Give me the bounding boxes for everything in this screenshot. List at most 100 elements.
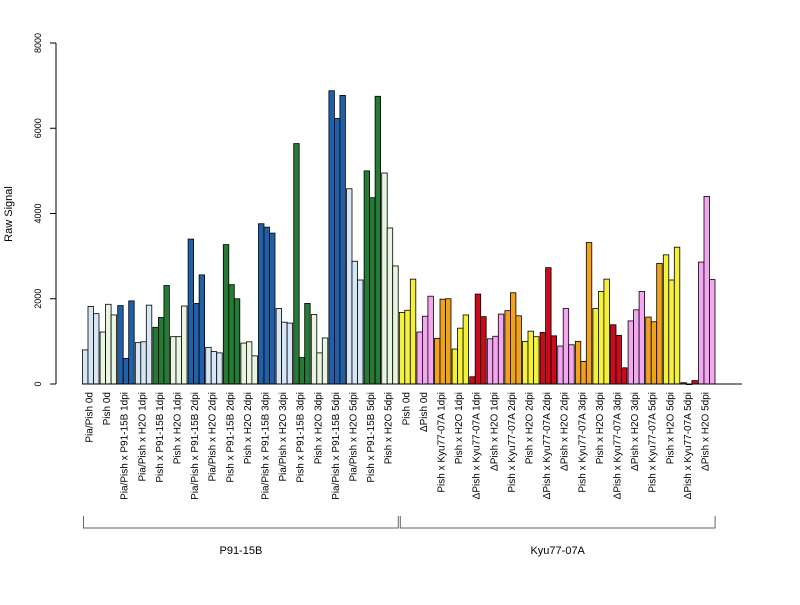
- bar: [99, 331, 106, 385]
- x-tick-label: ΔPish x H2O 2dpi: [560, 392, 571, 471]
- x-tick-label: ΔPish x H2O 3dpi: [630, 392, 641, 471]
- bar: [87, 306, 94, 385]
- section-label: P91-15B: [219, 545, 262, 557]
- bar: [445, 298, 452, 385]
- bar: [339, 95, 346, 385]
- bar: [621, 367, 628, 385]
- bar: [82, 349, 89, 385]
- bar: [603, 278, 610, 385]
- x-tick-label: ΔPish x Kyu77-07A 3dpi: [613, 392, 624, 499]
- bar: [134, 342, 142, 385]
- bar: [357, 279, 364, 385]
- x-tick-label: Pish x H2O 2dpi: [243, 392, 254, 464]
- bar: [656, 262, 663, 385]
- bar: [316, 352, 323, 385]
- x-tick-label: Pish x Kyu77-07A 5dpi: [648, 392, 659, 493]
- bar: [298, 357, 306, 385]
- x-tick-label: Pish x P91-15B 2dpi: [225, 392, 236, 483]
- bar: [281, 321, 288, 385]
- x-tick-label: ΔPish x Kyu77-07A 2dpi: [542, 392, 553, 499]
- x-tick-label: Pia/Pish x P91-15B 1dpi: [120, 392, 131, 500]
- x-tick-label: ΔPish 0d: [419, 392, 430, 432]
- x-tick-label: Pia/Pish x H2O 2dpi: [208, 392, 219, 482]
- bar: [363, 170, 371, 385]
- bar: [122, 358, 130, 385]
- bar: [175, 336, 182, 385]
- bar: [421, 315, 429, 385]
- bar: [574, 340, 582, 385]
- x-tick-label: Pish x H2O 1dpi: [173, 392, 184, 464]
- bar: [170, 336, 177, 385]
- bar: [691, 380, 698, 385]
- bar: [504, 310, 511, 385]
- bar: [152, 326, 159, 385]
- bar: [381, 172, 388, 385]
- section-bracket: [83, 516, 399, 529]
- bar: [369, 197, 376, 385]
- bar: [557, 345, 564, 385]
- bar: [550, 335, 557, 385]
- x-tick-label: Pish x H2O 3dpi: [313, 392, 324, 464]
- bar: [434, 337, 441, 385]
- bar: [457, 327, 464, 385]
- bar: [451, 348, 459, 385]
- bar: [321, 337, 329, 385]
- bar: [140, 341, 147, 385]
- bar: [145, 304, 153, 385]
- bar: [269, 232, 276, 385]
- bar: [216, 352, 223, 385]
- bar: [427, 295, 434, 385]
- bar: [374, 95, 382, 385]
- bar: [633, 309, 640, 385]
- x-tick-label: Pia/Pish x P91-15B 5dpi: [331, 392, 342, 500]
- x-tick-label: Pish x H2O 2dpi: [525, 392, 536, 464]
- x-tick-label: Pia/Pish x P91-15B 3dpi: [261, 392, 272, 500]
- x-tick-label: Pish x H2O 5dpi: [665, 392, 676, 464]
- section-label: Kyu77-07A: [530, 545, 585, 557]
- bar: [275, 308, 283, 385]
- bar: [522, 340, 529, 385]
- bar: [193, 303, 200, 385]
- section-brackets: P91-15B Kyu77-07A: [83, 516, 716, 557]
- bar: [328, 90, 335, 385]
- bar: [539, 332, 546, 385]
- bar: [222, 244, 230, 385]
- bar: [198, 274, 206, 385]
- x-tick-label: Pish x P91-15B 5dpi: [366, 392, 377, 483]
- x-tick-label: Pish x Kyu77-07A 2dpi: [507, 392, 518, 493]
- bar: [240, 342, 247, 385]
- bar: [128, 300, 135, 385]
- bar: [258, 223, 265, 385]
- x-tick-label: Pish 0d: [401, 392, 412, 425]
- bar: [497, 313, 505, 385]
- x-tick-label: Pish x H2O 1dpi: [454, 392, 465, 464]
- bar: [351, 260, 358, 385]
- x-tick-label: Pish x H2O 5dpi: [384, 392, 395, 464]
- bar: [392, 265, 399, 385]
- bar: [304, 303, 311, 385]
- bar: [310, 314, 318, 385]
- bar: [527, 330, 534, 385]
- bar: [698, 261, 705, 385]
- bar: [205, 346, 212, 385]
- bar: [228, 284, 235, 385]
- bar: [187, 238, 195, 385]
- bar: [404, 309, 411, 385]
- bar: [480, 316, 487, 385]
- y-axis-label: Raw Signal: [3, 186, 15, 242]
- bar: [474, 293, 482, 385]
- bar: [486, 338, 494, 385]
- bar: [709, 279, 716, 385]
- bar: [263, 226, 270, 385]
- bar: [210, 351, 218, 385]
- x-tick-label: Pia/Pish x P91-15B 2dpi: [190, 392, 201, 500]
- bar: [293, 143, 300, 385]
- bar: [662, 254, 670, 385]
- y-tick-label: 2000: [33, 289, 43, 309]
- bar: [181, 305, 188, 385]
- bar: [492, 335, 499, 385]
- bar: [416, 331, 423, 385]
- y-tick-label: 8000: [33, 33, 43, 53]
